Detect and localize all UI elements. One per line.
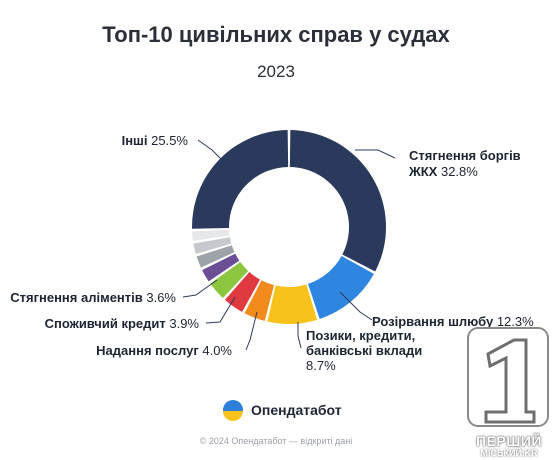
- opendatabot-icon: [223, 400, 243, 421]
- leader-line-1: [339, 291, 373, 321]
- donut-slice-6: [202, 253, 240, 282]
- watermark-subtext: МІСЬКИЙ.KR: [480, 448, 538, 458]
- footer-copyright: © 2024 Опендатабот — відкриті дані: [199, 436, 353, 446]
- slice-label-3: Надання послуг 4.0%: [96, 343, 232, 358]
- donut-slice-0: [289, 130, 386, 272]
- watermark-logo: [467, 327, 549, 427]
- donut-slice-1: [307, 255, 374, 320]
- slice-label-1: Розірвання шлюбу 12.3%: [372, 314, 534, 329]
- watermark-text: ПЕРШИЙ: [476, 433, 542, 449]
- leader-line-3: [245, 311, 258, 351]
- slice-label-0: Стягнення боргів ЖКХ 32.8%: [408, 148, 521, 179]
- slice-label-5: Стягнення аліментів 3.6%: [10, 290, 176, 305]
- donut-slice-2: [267, 284, 318, 324]
- leader-line-2: [297, 322, 302, 349]
- donut-slice-10: [192, 130, 289, 229]
- slice-label-6: Інші 25.5%: [122, 133, 189, 148]
- donut-slice-5: [210, 262, 249, 299]
- donut-slice-7: [196, 245, 235, 268]
- chart-subtitle: 2023: [257, 62, 295, 81]
- slice-label-2: Позики, кредити, банківські вклади 8.7%: [306, 328, 422, 373]
- slice-labels: Стягнення боргів ЖКХ 32.8% Розірвання шлюб…: [10, 133, 534, 373]
- donut-slice-8: [193, 237, 232, 254]
- leader-line-6: [197, 139, 223, 161]
- leader-line-4: [205, 296, 236, 324]
- donut-slice-3: [244, 280, 274, 321]
- slice-label-4: Споживчий кредит 3.9%: [45, 316, 200, 331]
- leader-line-5: [182, 279, 218, 298]
- brand-name: Опендатабот: [251, 402, 342, 418]
- brand-logo: Опендатабот: [222, 399, 342, 421]
- donut-slice-9: [192, 229, 230, 241]
- donut-slice-4: [224, 272, 261, 312]
- leader-lines: [182, 139, 396, 351]
- donut-slices: [192, 130, 386, 324]
- chart-title: Топ-10 цивільних справ у судах: [102, 22, 450, 47]
- leader-line-0: [355, 149, 396, 159]
- donut-chart: Стягнення боргів ЖКХ 32.8% Розірвання шлюб…: [10, 130, 534, 373]
